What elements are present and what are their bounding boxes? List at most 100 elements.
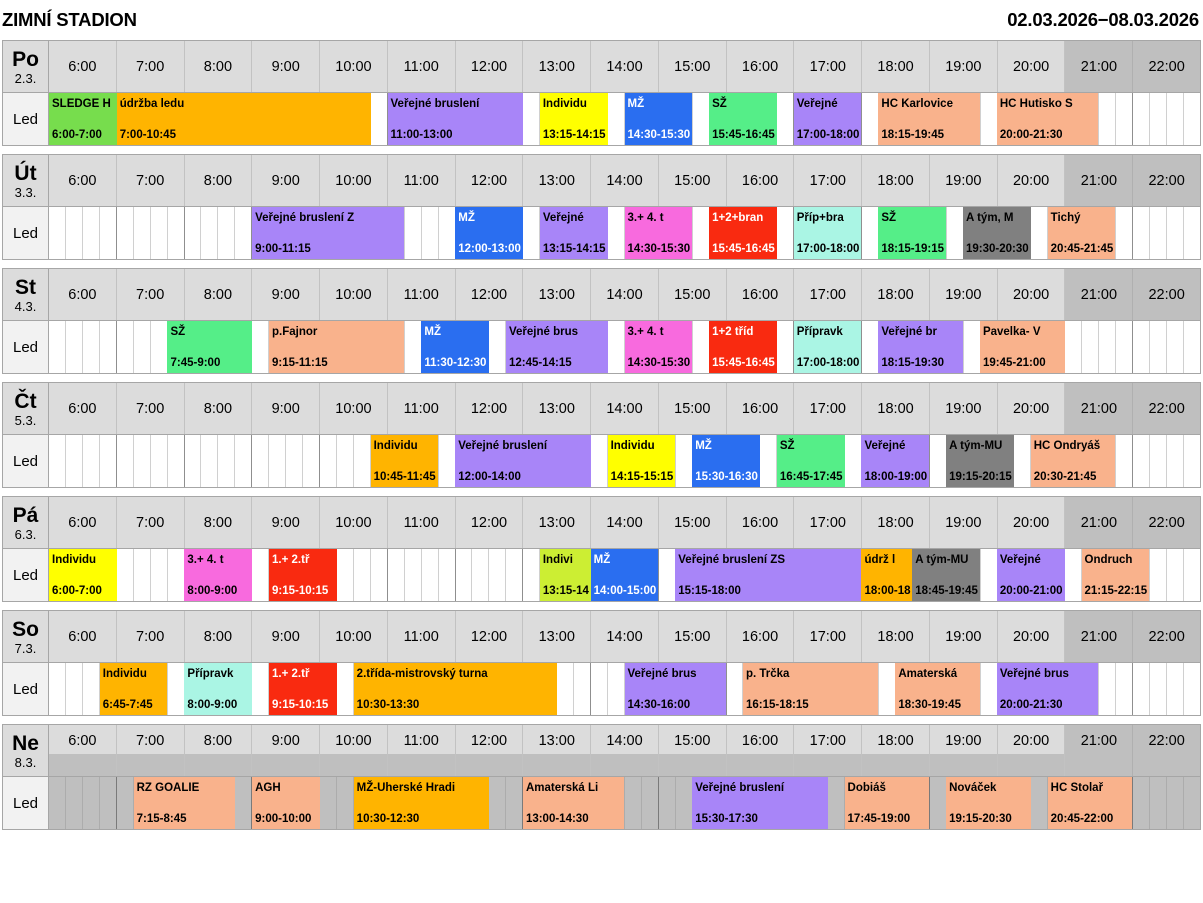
time-slot[interactable] <box>625 777 642 829</box>
time-slot[interactable] <box>1167 207 1184 259</box>
day-track[interactable]: Individu 10:45-11:45 Veřejné bruslení 12:00… <box>49 435 1200 487</box>
time-slot[interactable] <box>574 663 591 715</box>
time-slot[interactable] <box>1150 93 1167 145</box>
time-slot[interactable] <box>1082 93 1100 145</box>
time-slot[interactable] <box>422 549 439 601</box>
schedule-event[interactable]: 1+2 tříd 15:45-16:45 <box>709 321 777 373</box>
time-slot[interactable] <box>676 777 693 829</box>
time-slot[interactable] <box>964 549 981 601</box>
schedule-event[interactable]: p.Fajnor 9:15-11:15 <box>269 321 405 373</box>
schedule-event[interactable]: A tým-MU 18:45-19:45 <box>912 549 980 601</box>
time-slot[interactable] <box>49 435 66 487</box>
time-slot[interactable] <box>151 321 168 373</box>
time-slot[interactable] <box>252 435 270 487</box>
time-slot[interactable] <box>439 435 456 487</box>
time-slot[interactable] <box>100 777 117 829</box>
schedule-event[interactable]: SLEDGE H 6:00-7:00 <box>49 93 117 145</box>
time-slot[interactable] <box>134 207 151 259</box>
time-slot[interactable] <box>354 435 371 487</box>
time-slot[interactable] <box>83 207 100 259</box>
time-slot[interactable] <box>1150 663 1167 715</box>
day-track[interactable]: SŽ 7:45-9:00 p.Fajnor 9:15-11:15 MŽ 11:30-12:… <box>49 321 1200 373</box>
time-slot[interactable] <box>1150 777 1167 829</box>
schedule-event[interactable]: 3.+ 4. t 8:00-9:00 <box>184 549 253 601</box>
schedule-event[interactable]: údržba ledu 7:00-10:45 <box>116 93 371 145</box>
time-slot[interactable] <box>1133 435 1150 487</box>
schedule-event[interactable]: MŽ 14:30-15:30 <box>624 93 693 145</box>
time-slot[interactable] <box>1150 321 1167 373</box>
day-track[interactable]: Veřejné bruslení Z 9:00-11:15 MŽ 12:00-13:0… <box>49 207 1200 259</box>
time-slot[interactable] <box>1099 321 1117 373</box>
time-slot[interactable] <box>218 207 236 259</box>
time-slot[interactable] <box>1133 549 1150 601</box>
time-slot[interactable] <box>913 435 930 487</box>
time-slot[interactable] <box>185 207 202 259</box>
schedule-event[interactable]: MŽ-Uherské Hradi 10:30-12:30 <box>353 777 490 829</box>
time-slot[interactable] <box>252 321 270 373</box>
time-slot[interactable] <box>1116 777 1133 829</box>
time-slot[interactable] <box>66 663 83 715</box>
schedule-event[interactable]: Přípravk 8:00-9:00 <box>184 663 253 715</box>
time-slot[interactable] <box>388 549 405 601</box>
schedule-event[interactable]: MŽ 14:00-15:00 <box>590 549 659 601</box>
schedule-event[interactable]: 1.+ 2.tř 9:15-10:15 <box>269 663 337 715</box>
schedule-event[interactable]: Veřejné bruslení 11:00-13:00 <box>387 93 523 145</box>
time-slot[interactable] <box>117 777 134 829</box>
time-slot[interactable] <box>337 777 354 829</box>
time-slot[interactable] <box>608 663 625 715</box>
time-slot[interactable] <box>49 321 66 373</box>
schedule-event[interactable]: Veřejné brus 14:30-16:00 <box>624 663 727 715</box>
schedule-event[interactable]: Veřejné bruslení 12:00-14:00 <box>455 435 591 487</box>
time-slot[interactable] <box>1150 435 1167 487</box>
time-slot[interactable] <box>1133 663 1150 715</box>
time-slot[interactable] <box>83 777 100 829</box>
schedule-event[interactable]: 3.+ 4. t 14:30-15:30 <box>624 207 693 259</box>
time-slot[interactable] <box>862 663 879 715</box>
time-slot[interactable] <box>151 435 168 487</box>
time-slot[interactable] <box>66 321 83 373</box>
time-slot[interactable] <box>506 549 524 601</box>
time-slot[interactable] <box>811 777 829 829</box>
time-slot[interactable] <box>286 435 304 487</box>
time-slot[interactable] <box>100 321 117 373</box>
schedule-event[interactable]: HC Karlovice 18:15-19:45 <box>878 93 980 145</box>
schedule-event[interactable]: Individu 13:15-14:15 <box>539 93 608 145</box>
time-slot[interactable] <box>1167 93 1184 145</box>
time-slot[interactable] <box>168 207 185 259</box>
time-slot[interactable] <box>489 777 507 829</box>
time-slot[interactable] <box>117 435 134 487</box>
time-slot[interactable] <box>947 321 964 373</box>
time-slot[interactable] <box>1082 663 1100 715</box>
time-slot[interactable] <box>998 435 1015 487</box>
time-slot[interactable] <box>405 207 422 259</box>
time-slot[interactable] <box>320 435 337 487</box>
time-slot[interactable] <box>66 207 83 259</box>
schedule-event[interactable]: Veřejné 13:15-14:15 <box>539 207 608 259</box>
schedule-event[interactable]: Nováček 19:15-20:30 <box>946 777 1031 829</box>
time-slot[interactable] <box>1014 777 1032 829</box>
time-slot[interactable] <box>557 663 575 715</box>
time-slot[interactable] <box>337 663 354 715</box>
time-slot[interactable] <box>642 777 659 829</box>
time-slot[interactable] <box>66 435 83 487</box>
schedule-event[interactable]: Individu 14:15-15:15 <box>607 435 676 487</box>
time-slot[interactable] <box>1048 321 1066 373</box>
time-slot[interactable] <box>337 549 354 601</box>
time-slot[interactable] <box>523 93 541 145</box>
time-slot[interactable] <box>405 321 422 373</box>
time-slot[interactable] <box>1167 435 1184 487</box>
schedule-event[interactable]: HC Stolař 20:45-22:00 <box>1047 777 1133 829</box>
time-slot[interactable] <box>964 663 981 715</box>
time-slot[interactable] <box>201 207 219 259</box>
time-slot[interactable] <box>608 321 625 373</box>
schedule-event[interactable]: MŽ 12:00-13:00 <box>455 207 523 259</box>
time-slot[interactable] <box>1065 321 1083 373</box>
time-slot[interactable] <box>168 435 185 487</box>
time-slot[interactable] <box>1167 549 1184 601</box>
time-slot[interactable] <box>117 321 134 373</box>
time-slot[interactable] <box>1150 207 1167 259</box>
schedule-event[interactable]: Individu 10:45-11:45 <box>370 435 439 487</box>
time-slot[interactable] <box>608 93 625 145</box>
time-slot[interactable] <box>523 207 541 259</box>
time-slot[interactable] <box>49 663 66 715</box>
